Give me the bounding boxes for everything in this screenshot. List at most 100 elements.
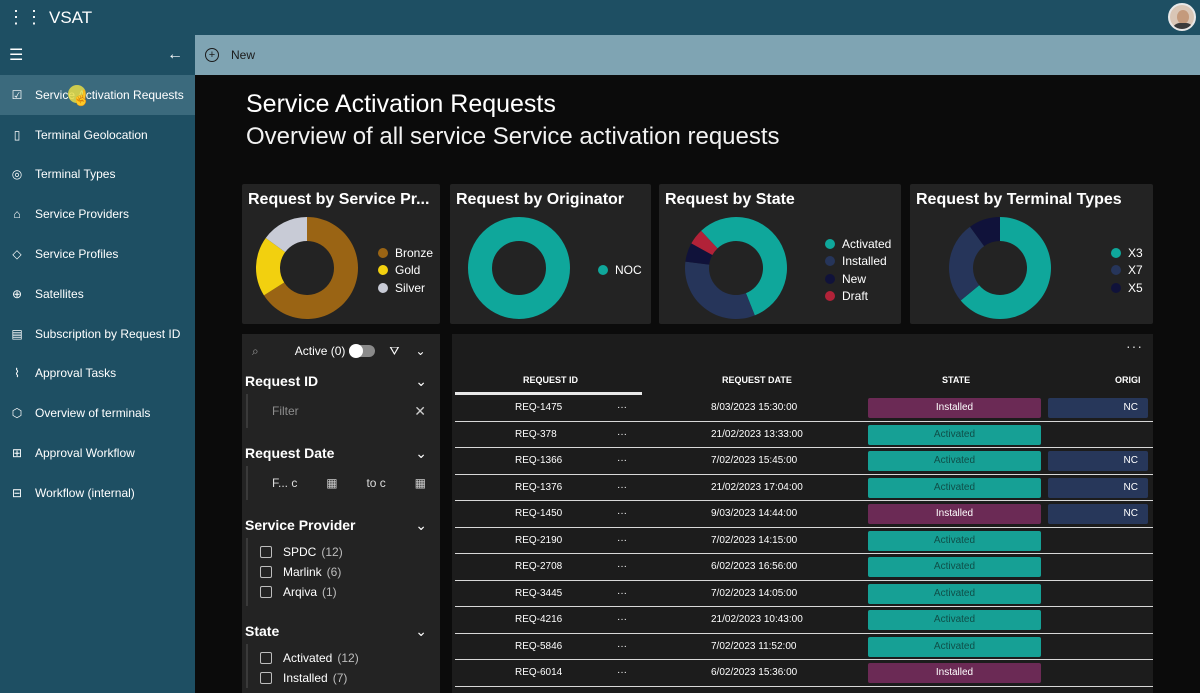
chart-card-service-provider[interactable]: Request by Service Pr... Bronze Gold Silve…: [242, 184, 440, 324]
request-id-cell[interactable]: REQ-1376: [515, 481, 563, 493]
request-id-filter-input[interactable]: Filter ✕: [272, 402, 426, 419]
row-menu-icon[interactable]: ···: [617, 402, 627, 413]
donut-slice-x3[interactable]: [960, 217, 1051, 319]
donut-slice-gold[interactable]: [256, 238, 286, 296]
row-menu-icon[interactable]: ···: [617, 481, 627, 493]
donut-slice-x5[interactable]: [970, 217, 1000, 247]
donut-slice-silver[interactable]: [265, 217, 307, 253]
legend-item[interactable]: Silver: [378, 279, 433, 297]
table-row[interactable]: REQ-1475 ··· 8/03/2023 15:30:00 Installed NC: [455, 395, 1153, 422]
donut-chart[interactable]: [252, 213, 362, 323]
column-header[interactable]: ORIGI: [1115, 375, 1141, 385]
legend-item[interactable]: Activated: [825, 235, 891, 253]
legend-item[interactable]: Bronze: [378, 244, 433, 262]
clear-filter-icon[interactable]: ⛛: [389, 343, 400, 358]
more-options-icon[interactable]: ···: [1126, 338, 1143, 354]
new-button[interactable]: New: [231, 48, 256, 62]
donut-slice-activated[interactable]: [701, 217, 787, 316]
donut-slice-installed[interactable]: [685, 261, 755, 319]
request-id-cell[interactable]: REQ-4216: [515, 614, 563, 625]
table-row[interactable]: REQ-1366 ··· 7/02/2023 15:45:00 Activated NC: [455, 448, 1153, 475]
table-row[interactable]: REQ-2708 ··· 6/02/2023 16:56:00 Activated: [455, 554, 1153, 581]
row-menu-icon[interactable]: ···: [617, 455, 627, 466]
app-launcher-icon[interactable]: ⋮⋮⋮: [0, 7, 43, 27]
close-icon[interactable]: ✕: [414, 402, 426, 419]
chevron-down-icon[interactable]: ⌄: [415, 444, 427, 461]
row-menu-icon[interactable]: ···: [617, 428, 627, 440]
request-id-cell[interactable]: REQ-3445: [515, 587, 563, 599]
checkbox[interactable]: [260, 586, 272, 598]
legend-item[interactable]: Installed: [825, 253, 891, 271]
donut-chart[interactable]: [464, 213, 574, 323]
row-menu-icon[interactable]: ···: [617, 508, 627, 519]
avatar[interactable]: [1168, 3, 1196, 31]
table-row[interactable]: REQ-378 ··· 21/02/2023 13:33:00 Activated: [455, 422, 1153, 448]
legend-item[interactable]: X5: [1111, 279, 1143, 297]
chart-card-state[interactable]: Request by State Activated Installed New Dr…: [659, 184, 901, 324]
chevron-down-icon[interactable]: ⌄: [415, 622, 427, 639]
row-menu-icon[interactable]: ···: [617, 534, 627, 546]
row-menu-icon[interactable]: ···: [617, 614, 627, 625]
sidebar-item-subscription-by-request-id[interactable]: ▤ Subscription by Request ID: [0, 314, 195, 354]
donut-slice-draft[interactable]: [691, 230, 718, 255]
donut-slice-x7[interactable]: [949, 226, 985, 301]
sidebar-item-approval-workflow[interactable]: ⊞ Approval Workflow: [0, 433, 195, 473]
calendar-icon[interactable]: ▦: [414, 476, 426, 490]
checkbox[interactable]: [260, 566, 272, 578]
date-from-input[interactable]: F... c: [272, 476, 298, 490]
hamburger-icon[interactable]: ☰: [9, 47, 24, 64]
table-row[interactable]: REQ-1376 ··· 21/02/2023 17:04:00 Activated N…: [455, 475, 1153, 501]
date-to-input[interactable]: to c: [366, 476, 386, 490]
checkbox[interactable]: [260, 672, 272, 684]
calendar-icon[interactable]: ▦: [326, 476, 338, 490]
table-row[interactable]: REQ-2190 ··· 7/02/2023 14:15:00 Activated: [455, 528, 1153, 554]
table-row[interactable]: REQ-4216 ··· 21/02/2023 10:43:00 Activated: [455, 607, 1153, 634]
donut-chart[interactable]: [681, 213, 791, 323]
column-header[interactable]: STATE: [942, 375, 971, 385]
row-menu-icon[interactable]: ···: [617, 640, 627, 652]
filter-checkbox-item[interactable]: Activated (12): [260, 648, 440, 668]
search-icon[interactable]: ⌕: [252, 343, 259, 358]
donut-slice-noc[interactable]: [468, 217, 570, 319]
collapse-chevron-icon[interactable]: ⌄: [415, 344, 426, 358]
filter-checkbox-item[interactable]: Installed (7): [260, 668, 440, 688]
sidebar-item-overview-of-terminals[interactable]: ⬡ Overview of terminals: [0, 393, 195, 433]
legend-item[interactable]: X7: [1111, 262, 1143, 280]
chevron-down-icon[interactable]: ⌄: [415, 372, 427, 389]
row-menu-icon[interactable]: ···: [617, 587, 627, 599]
row-menu-icon[interactable]: ···: [617, 667, 627, 678]
legend-item[interactable]: Gold: [378, 262, 433, 280]
table-row[interactable]: REQ-3445 ··· 7/02/2023 14:05:00 Activated: [455, 581, 1153, 607]
request-id-cell[interactable]: REQ-5846: [515, 640, 563, 652]
request-id-cell[interactable]: REQ-2708: [515, 561, 563, 572]
donut-chart[interactable]: [945, 213, 1055, 323]
donut-slice-bronze[interactable]: [263, 217, 358, 319]
request-id-cell[interactable]: REQ-2190: [515, 534, 563, 546]
active-toggle[interactable]: [349, 344, 376, 358]
sidebar-item-service-profiles[interactable]: ◇ Service Profiles: [0, 234, 195, 274]
request-id-cell[interactable]: REQ-1366: [515, 455, 563, 466]
table-row[interactable]: REQ-1450 ··· 9/03/2023 14:44:00 Installed NC: [455, 501, 1153, 528]
request-id-cell[interactable]: REQ-6014: [515, 667, 563, 678]
sidebar-item-service-activation-requests[interactable]: ☑ Service Activation Requests ☝: [0, 75, 195, 115]
legend-item[interactable]: New: [825, 270, 891, 288]
sidebar-item-workflow-internal-[interactable]: ⊟ Workflow (internal): [0, 473, 195, 513]
back-arrow-icon[interactable]: ←: [167, 46, 183, 63]
filter-checkbox-item[interactable]: Arqiva (1): [260, 582, 440, 602]
request-id-cell[interactable]: REQ-378: [515, 428, 557, 440]
legend-item[interactable]: Draft: [825, 288, 891, 306]
filter-checkbox-item[interactable]: SPDC (12): [260, 542, 440, 562]
checkbox[interactable]: [260, 652, 272, 664]
request-id-cell[interactable]: REQ-1475: [515, 402, 563, 413]
sidebar-item-service-providers[interactable]: ⌂ Service Providers: [0, 194, 195, 234]
sidebar-item-satellites[interactable]: ⊕ Satellites: [0, 274, 195, 314]
chart-card-originator[interactable]: Request by Originator NOC: [450, 184, 651, 324]
sidebar-item-terminal-geolocation[interactable]: ▯ Terminal Geolocation: [0, 115, 195, 155]
column-header[interactable]: REQUEST DATE: [722, 375, 792, 385]
checkbox[interactable]: [260, 546, 272, 558]
legend-item[interactable]: X3: [1111, 244, 1143, 262]
donut-slice-new[interactable]: [685, 243, 713, 265]
column-header[interactable]: REQUEST ID: [523, 375, 579, 385]
table-row[interactable]: REQ-5846 ··· 7/02/2023 11:52:00 Activated: [455, 634, 1153, 660]
sidebar-item-approval-tasks[interactable]: ⌇ Approval Tasks: [0, 354, 195, 394]
